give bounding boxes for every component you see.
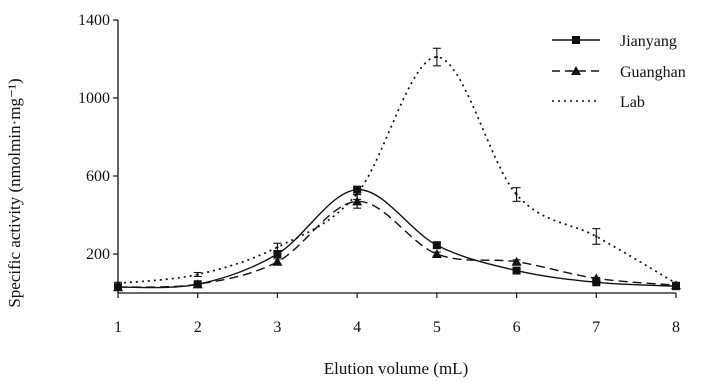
- y-tick-label: 200: [86, 246, 110, 263]
- data-point-lab: [276, 245, 279, 249]
- data-point-lab: [435, 55, 439, 59]
- x-tick-label: 5: [433, 319, 441, 336]
- y-tick-label: 1400: [78, 12, 110, 29]
- x-tick-label: 2: [194, 319, 202, 336]
- data-point-guanghan: [272, 256, 283, 266]
- data-point-guanghan: [192, 279, 203, 289]
- legend-label-lab: Lab: [620, 94, 645, 111]
- legend-item-jianyang: Jianyang: [552, 33, 677, 50]
- x-tick-label: 1: [114, 319, 122, 336]
- legend-label-guanghan: Guanghan: [620, 64, 686, 81]
- x-tick-label: 6: [513, 319, 521, 336]
- tick-labels: 200 600 1000 1400 1 2 3 4 5 6 7 8: [78, 12, 680, 336]
- data-point-guanghan: [591, 273, 602, 283]
- data-point-guanghan: [671, 280, 681, 290]
- y-tick-label: 600: [86, 168, 110, 185]
- axes: [113, 19, 677, 298]
- data-point-lab: [595, 235, 598, 238]
- x-tick-label: 3: [273, 319, 281, 336]
- series-line-lab: [117, 56, 677, 285]
- series-line-jianyang: [117, 188, 677, 289]
- error-bars: [114, 47, 680, 289]
- x-axis-title: Elution volume (mL): [324, 359, 468, 378]
- legend-marker-square: [572, 36, 580, 44]
- x-tick-label: 4: [353, 319, 361, 336]
- legend-label-jianyang: Jianyang: [620, 33, 677, 50]
- data-markers: [113, 55, 681, 292]
- series-line-guanghan: [117, 200, 677, 288]
- data-point-jianyang: [512, 266, 521, 275]
- x-tick-label: 7: [592, 319, 600, 336]
- legend: Jianyang Guanghan Lab: [552, 33, 686, 111]
- data-point-lab: [674, 282, 678, 285]
- data-point-lab: [515, 193, 518, 196]
- x-tick-label: 8: [672, 319, 680, 336]
- data-point-guanghan: [113, 282, 123, 292]
- data-point-guanghan: [352, 196, 363, 206]
- data-point-jianyang: [273, 250, 282, 258]
- legend-item-lab: Lab: [552, 94, 645, 111]
- data-point-lab: [355, 192, 359, 195]
- legend-item-guanghan: Guanghan: [552, 64, 686, 81]
- data-point-guanghan: [431, 249, 442, 258]
- data-point-jianyang: [353, 185, 362, 194]
- y-axis-title: Specific activity (nmolmin·mg⁻¹): [5, 78, 24, 307]
- data-point-lab: [196, 273, 199, 276]
- data-point-guanghan: [511, 256, 522, 266]
- series-lines: [117, 56, 677, 289]
- data-point-lab: [116, 282, 120, 285]
- data-point-jianyang: [432, 241, 441, 250]
- y-tick-label: 1000: [78, 90, 110, 107]
- legend-marker-triangle: [571, 66, 581, 75]
